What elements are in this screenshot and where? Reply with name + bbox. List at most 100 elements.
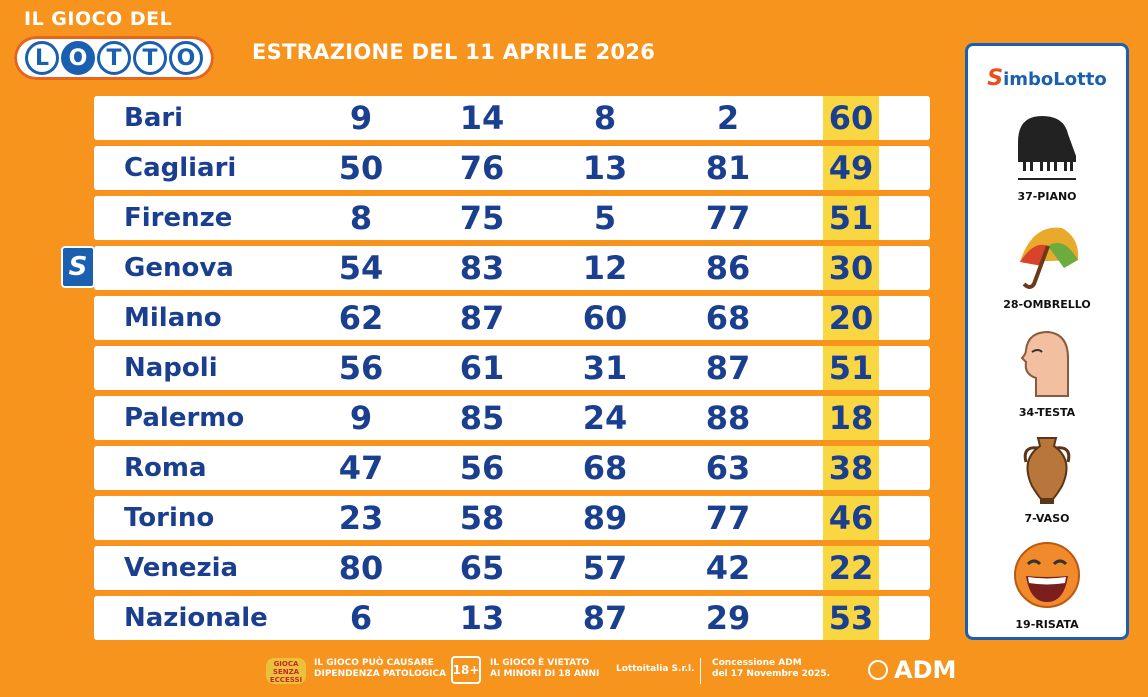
drawn-number: 13: [582, 149, 628, 187]
drawn-number: 86: [705, 249, 751, 287]
drawn-number: 29: [705, 599, 751, 637]
drawn-number: 12: [582, 249, 628, 287]
logo-letter-ball: O: [61, 41, 95, 75]
drawn-number: 14: [459, 99, 505, 137]
drawn-number: 57: [582, 549, 628, 587]
draw-row-firenze: Firenze 8 75 5 77 51: [94, 196, 930, 240]
drawn-number: 8: [349, 199, 373, 237]
drawn-number: 9: [349, 399, 373, 437]
minors-line: AI MINORI DI 18 ANNI: [490, 669, 600, 679]
drawn-number: 60: [582, 299, 628, 337]
drawn-number: 23: [338, 499, 384, 537]
symbol-item: 7-VASO: [968, 434, 1126, 539]
umbrella-icon: [1020, 227, 1079, 289]
drawn-number: 24: [582, 399, 628, 437]
draw-row-nazionale: Nazionale 6 13 87 29 53: [94, 596, 930, 640]
simbolotto-title-s: S: [987, 66, 1004, 91]
simbolotto-panel: SimboLotto 37-PIANO 28-OMBRELLO: [965, 43, 1129, 640]
symbol-item: 34-TESTA: [968, 328, 1126, 433]
operator-name: Lottoitalia S.r.l.: [616, 664, 695, 674]
drawn-number: 85: [459, 399, 505, 437]
drawn-number: 81: [705, 149, 751, 187]
drawn-number: 88: [705, 399, 751, 437]
simbolotto-title-rest: imboLotto: [1003, 69, 1107, 90]
city-name: Milano: [124, 303, 222, 333]
fifth-number-highlight: 22: [823, 546, 879, 590]
drawn-number: 87: [582, 599, 628, 637]
concession-info: Concessione ADM del 17 Novembre 2025.: [712, 658, 830, 680]
fifth-number-highlight: 53: [823, 596, 879, 640]
city-name: Napoli: [124, 353, 218, 383]
city-name: Bari: [124, 103, 184, 133]
drawn-number: 42: [705, 549, 751, 587]
gambling-warning: IL GIOCO PUÒ CAUSARE DIPENDENZA PATOLOGI…: [314, 658, 446, 680]
fifth-number-highlight: 46: [823, 496, 879, 540]
logo-letter: O: [169, 41, 203, 75]
drawn-number: 68: [582, 449, 628, 487]
simbolotto-marker-icon: S: [61, 246, 95, 288]
logo-wordmark: L O T T O: [14, 36, 214, 80]
fifth-number-highlight: 51: [823, 196, 879, 240]
city-name: Torino: [124, 503, 215, 533]
simbolotto-title: SimboLotto: [968, 66, 1126, 91]
warning-line: IL GIOCO PUÒ CAUSARE: [314, 658, 434, 668]
drawn-number: 62: [338, 299, 384, 337]
draw-row-torino: Torino 23 58 89 77 46: [94, 496, 930, 540]
drawn-number: 31: [582, 349, 628, 387]
fifth-number-highlight: 49: [823, 146, 879, 190]
symbol-item: 37-PIANO: [968, 112, 1126, 217]
logo-letter: T: [97, 41, 131, 75]
draw-row-bari: Bari 9 14 8 2 60: [94, 96, 930, 140]
drawn-number: 87: [459, 299, 505, 337]
city-name: Venezia: [124, 553, 239, 583]
draw-row-milano: Milano 62 87 60 68 20: [94, 296, 930, 340]
drawn-number: 68: [705, 299, 751, 337]
head-icon: [1020, 330, 1069, 397]
fifth-number-highlight: 51: [823, 346, 879, 390]
symbol-label: 37-PIANO: [1017, 190, 1077, 203]
piano-icon: [1018, 116, 1076, 180]
adm-emblem-icon: [868, 660, 888, 680]
vase-icon: [1023, 437, 1071, 504]
symbol-label: 19-RISATA: [1015, 618, 1079, 631]
minors-warning: IL GIOCO È VIETATO AI MINORI DI 18 ANNI: [490, 658, 599, 680]
city-name: Firenze: [124, 203, 233, 233]
laughing-face-icon: [1014, 542, 1080, 608]
city-name: Nazionale: [124, 603, 268, 633]
drawn-number: 54: [338, 249, 384, 287]
symbol-label: 34-TESTA: [1018, 406, 1076, 419]
drawn-number: 6: [349, 599, 373, 637]
city-name: Cagliari: [124, 153, 237, 183]
drawn-number: 63: [705, 449, 751, 487]
footer-divider: [700, 658, 701, 684]
drawn-number: 61: [459, 349, 505, 387]
symbol-item: 28-OMBRELLO: [968, 220, 1126, 325]
drawn-number: 56: [338, 349, 384, 387]
drawn-number: 8: [593, 99, 617, 137]
drawn-number: 77: [705, 499, 751, 537]
draw-row-venezia: Venezia 80 65 57 42 22: [94, 546, 930, 590]
gioca-senza-eccessi-logo: GIOCA SENZA ECCESSI: [266, 658, 306, 684]
drawn-number: 2: [716, 99, 740, 137]
drawn-number: 83: [459, 249, 505, 287]
drawn-number: 77: [705, 199, 751, 237]
fifth-number-highlight: 20: [823, 296, 879, 340]
draw-row-cagliari: Cagliari 50 76 13 81 49: [94, 146, 930, 190]
city-name: Roma: [124, 453, 207, 483]
city-name: Genova: [124, 253, 234, 283]
logo-letter: T: [133, 41, 167, 75]
symbol-item: 19-RISATA: [968, 540, 1126, 645]
drawn-number: 58: [459, 499, 505, 537]
minors-line: IL GIOCO È VIETATO: [490, 658, 590, 668]
drawn-number: 89: [582, 499, 628, 537]
drawn-number: 50: [338, 149, 384, 187]
city-name: Palermo: [124, 403, 245, 433]
fifth-number-highlight: 30: [823, 246, 879, 290]
drawn-number: 75: [459, 199, 505, 237]
adm-text: ADM: [894, 656, 957, 684]
drawn-number: 65: [459, 549, 505, 587]
concession-line: del 17 Novembre 2025.: [712, 669, 831, 679]
symbol-label: 7-VASO: [1024, 512, 1070, 525]
drawn-number: 56: [459, 449, 505, 487]
drawn-number: 47: [338, 449, 384, 487]
